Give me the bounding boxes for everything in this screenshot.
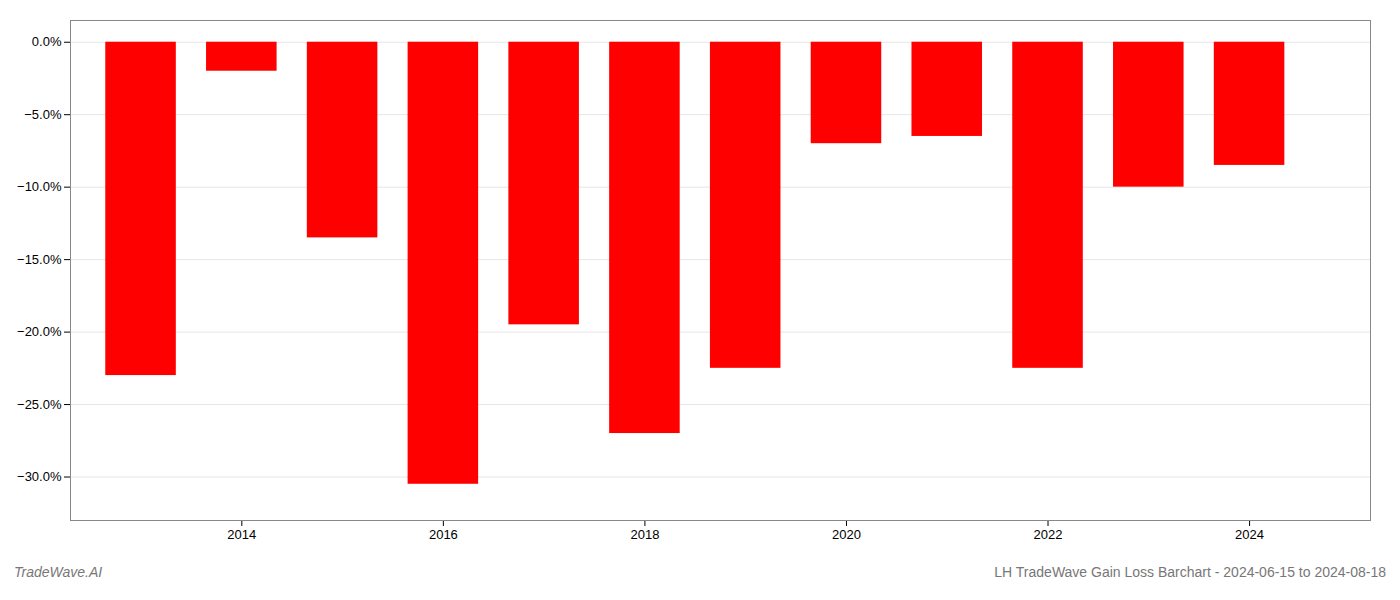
svg-text:−30.0%: −30.0% (17, 469, 62, 484)
svg-text:−10.0%: −10.0% (17, 179, 62, 194)
svg-text:2020: 2020 (832, 527, 861, 542)
html-text:TradeWave.AI: TradeWave.AI (14, 564, 103, 580)
svg-text:2024: 2024 (1235, 527, 1264, 542)
svg-text:−15.0%: −15.0% (17, 252, 62, 267)
svg-text:0.0%: 0.0% (32, 34, 62, 49)
svg-text:−5.0%: −5.0% (24, 107, 62, 122)
svg-text:2016: 2016 (429, 527, 458, 542)
svg-text:2022: 2022 (1034, 527, 1063, 542)
svg-text:−20.0%: −20.0% (17, 324, 62, 339)
svg-text:2014: 2014 (227, 527, 256, 542)
svg-text:−25.0%: −25.0% (17, 397, 62, 412)
svg-text:2018: 2018 (630, 527, 659, 542)
html-text:LH TradeWave Gain Loss Barchar: LH TradeWave Gain Loss Barchart - 2024-0… (994, 564, 1386, 580)
